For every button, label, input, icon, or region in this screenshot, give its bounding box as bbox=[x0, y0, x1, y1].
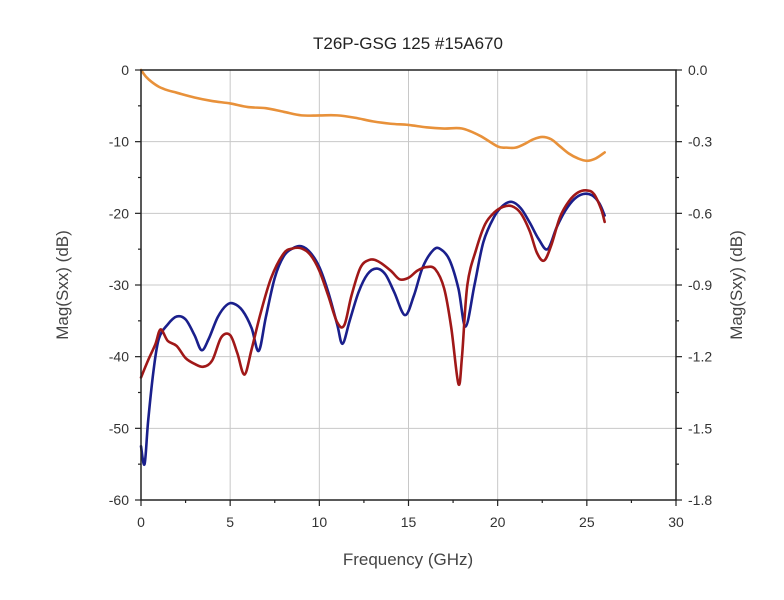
x-axis-title: Frequency (GHz) bbox=[343, 550, 473, 569]
x-tick-label: 10 bbox=[312, 514, 328, 530]
x-tick-label: 5 bbox=[226, 514, 234, 530]
y-tick-label-right: 0.0 bbox=[688, 62, 708, 78]
y-axis-title-right: Mag(Sxy) (dB) bbox=[727, 230, 746, 340]
y-tick-label-left: 0 bbox=[121, 62, 129, 78]
data-series bbox=[139, 68, 606, 467]
y-tick-label-left: -10 bbox=[109, 134, 129, 150]
chart-title: T26P-GSG 125 #15A670 bbox=[313, 34, 503, 53]
y-tick-label-left: -50 bbox=[109, 420, 129, 436]
y-tick-label-right: -1.2 bbox=[688, 349, 712, 365]
x-tick-label: 25 bbox=[579, 514, 595, 530]
sxx-blue-series-line bbox=[139, 192, 606, 467]
y-tick-label-right: -0.6 bbox=[688, 205, 712, 221]
axis-ticks: 0 5 10 15 20 25 30 0 -10 -20 -30 -40 -50 -60 0.0 -0.3 -0… bbox=[109, 62, 713, 530]
y-tick-label-left: -60 bbox=[109, 492, 129, 508]
x-tick-label: 15 bbox=[401, 514, 417, 530]
sxy-series-line bbox=[139, 68, 606, 163]
x-tick-label: 0 bbox=[137, 514, 145, 530]
y-axis-title-left: Mag(Sxx) (dB) bbox=[53, 230, 72, 340]
gridlines bbox=[141, 70, 676, 500]
y-tick-label-left: -20 bbox=[109, 205, 129, 221]
x-tick-label: 30 bbox=[668, 514, 684, 530]
y-tick-label-right: -0.9 bbox=[688, 277, 712, 293]
x-tick-label: 20 bbox=[490, 514, 506, 530]
y-tick-label-right: -0.3 bbox=[688, 134, 712, 150]
y-tick-label-left: -40 bbox=[109, 349, 129, 365]
y-tick-label-right: -1.5 bbox=[688, 420, 712, 436]
y-tick-label-left: -30 bbox=[109, 277, 129, 293]
sxx-red-series-line bbox=[139, 189, 606, 387]
y-tick-label-right: -1.8 bbox=[688, 492, 712, 508]
